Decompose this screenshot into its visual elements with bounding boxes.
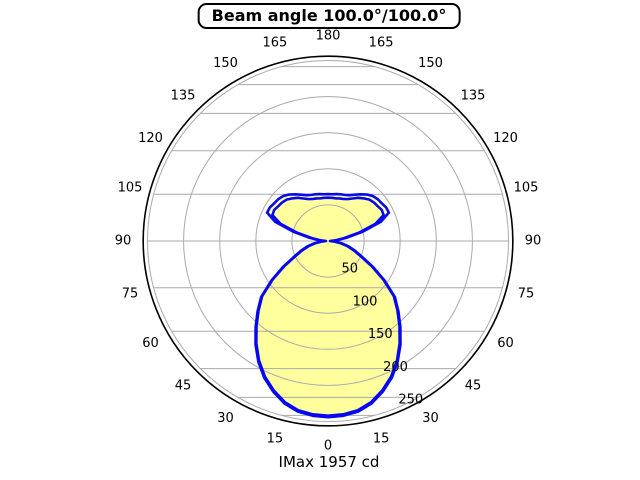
- chart-title: Beam angle 100.0°/100.0°: [197, 3, 461, 29]
- axis-labels: 0 15 15 30 30 45 45 60 60 75 75 90 90 105 105 120 120 135…: [115, 29, 542, 454]
- radial-label-250: 250: [398, 393, 423, 408]
- radial-label-150: 150: [368, 327, 393, 342]
- angle-label-45-right: 45: [465, 379, 482, 394]
- angle-label-60-left: 60: [142, 336, 159, 351]
- radial-label-100: 100: [353, 294, 378, 309]
- imax-annotation: IMax 1957 cd: [278, 453, 380, 471]
- angle-label-30-right: 30: [422, 411, 439, 426]
- polar-grid: [142, 55, 514, 427]
- angle-label-90-left: 90: [115, 234, 132, 249]
- angle-label-165-right: 165: [369, 36, 394, 51]
- angle-label-120-left: 120: [138, 131, 163, 146]
- angle-label-60-right: 60: [497, 336, 514, 351]
- beam-fill-plane-2: [256, 197, 400, 416]
- angle-label-75-left: 75: [122, 287, 139, 302]
- angle-label-180: 180: [316, 29, 341, 44]
- outer-axis-circle: [142, 55, 514, 427]
- beam-curve-plane-2: [255, 196, 401, 418]
- angle-label-15-right: 15: [373, 432, 390, 447]
- beam-fill-layer: [255, 194, 401, 418]
- angle-label-45-left: 45: [175, 379, 192, 394]
- angle-label-75-right: 75: [518, 287, 535, 302]
- angle-label-90-right: 90: [525, 234, 542, 249]
- angle-label-165-left: 165: [262, 36, 287, 51]
- angle-label-105-left: 105: [118, 180, 143, 195]
- angle-label-135-left: 135: [171, 89, 196, 104]
- angle-label-120-right: 120: [493, 131, 518, 146]
- beam-curves: [254, 192, 402, 419]
- angle-label-15-left: 15: [267, 432, 284, 447]
- radial-label-200: 200: [383, 360, 408, 375]
- angle-label-135-right: 135: [461, 89, 486, 104]
- angle-label-0: 0: [324, 439, 332, 454]
- angle-label-150-right: 150: [418, 56, 443, 71]
- angle-label-150-left: 150: [213, 56, 238, 71]
- angle-label-30-left: 30: [217, 411, 234, 426]
- radial-label-50: 50: [342, 262, 359, 277]
- angle-label-105-right: 105: [514, 180, 539, 195]
